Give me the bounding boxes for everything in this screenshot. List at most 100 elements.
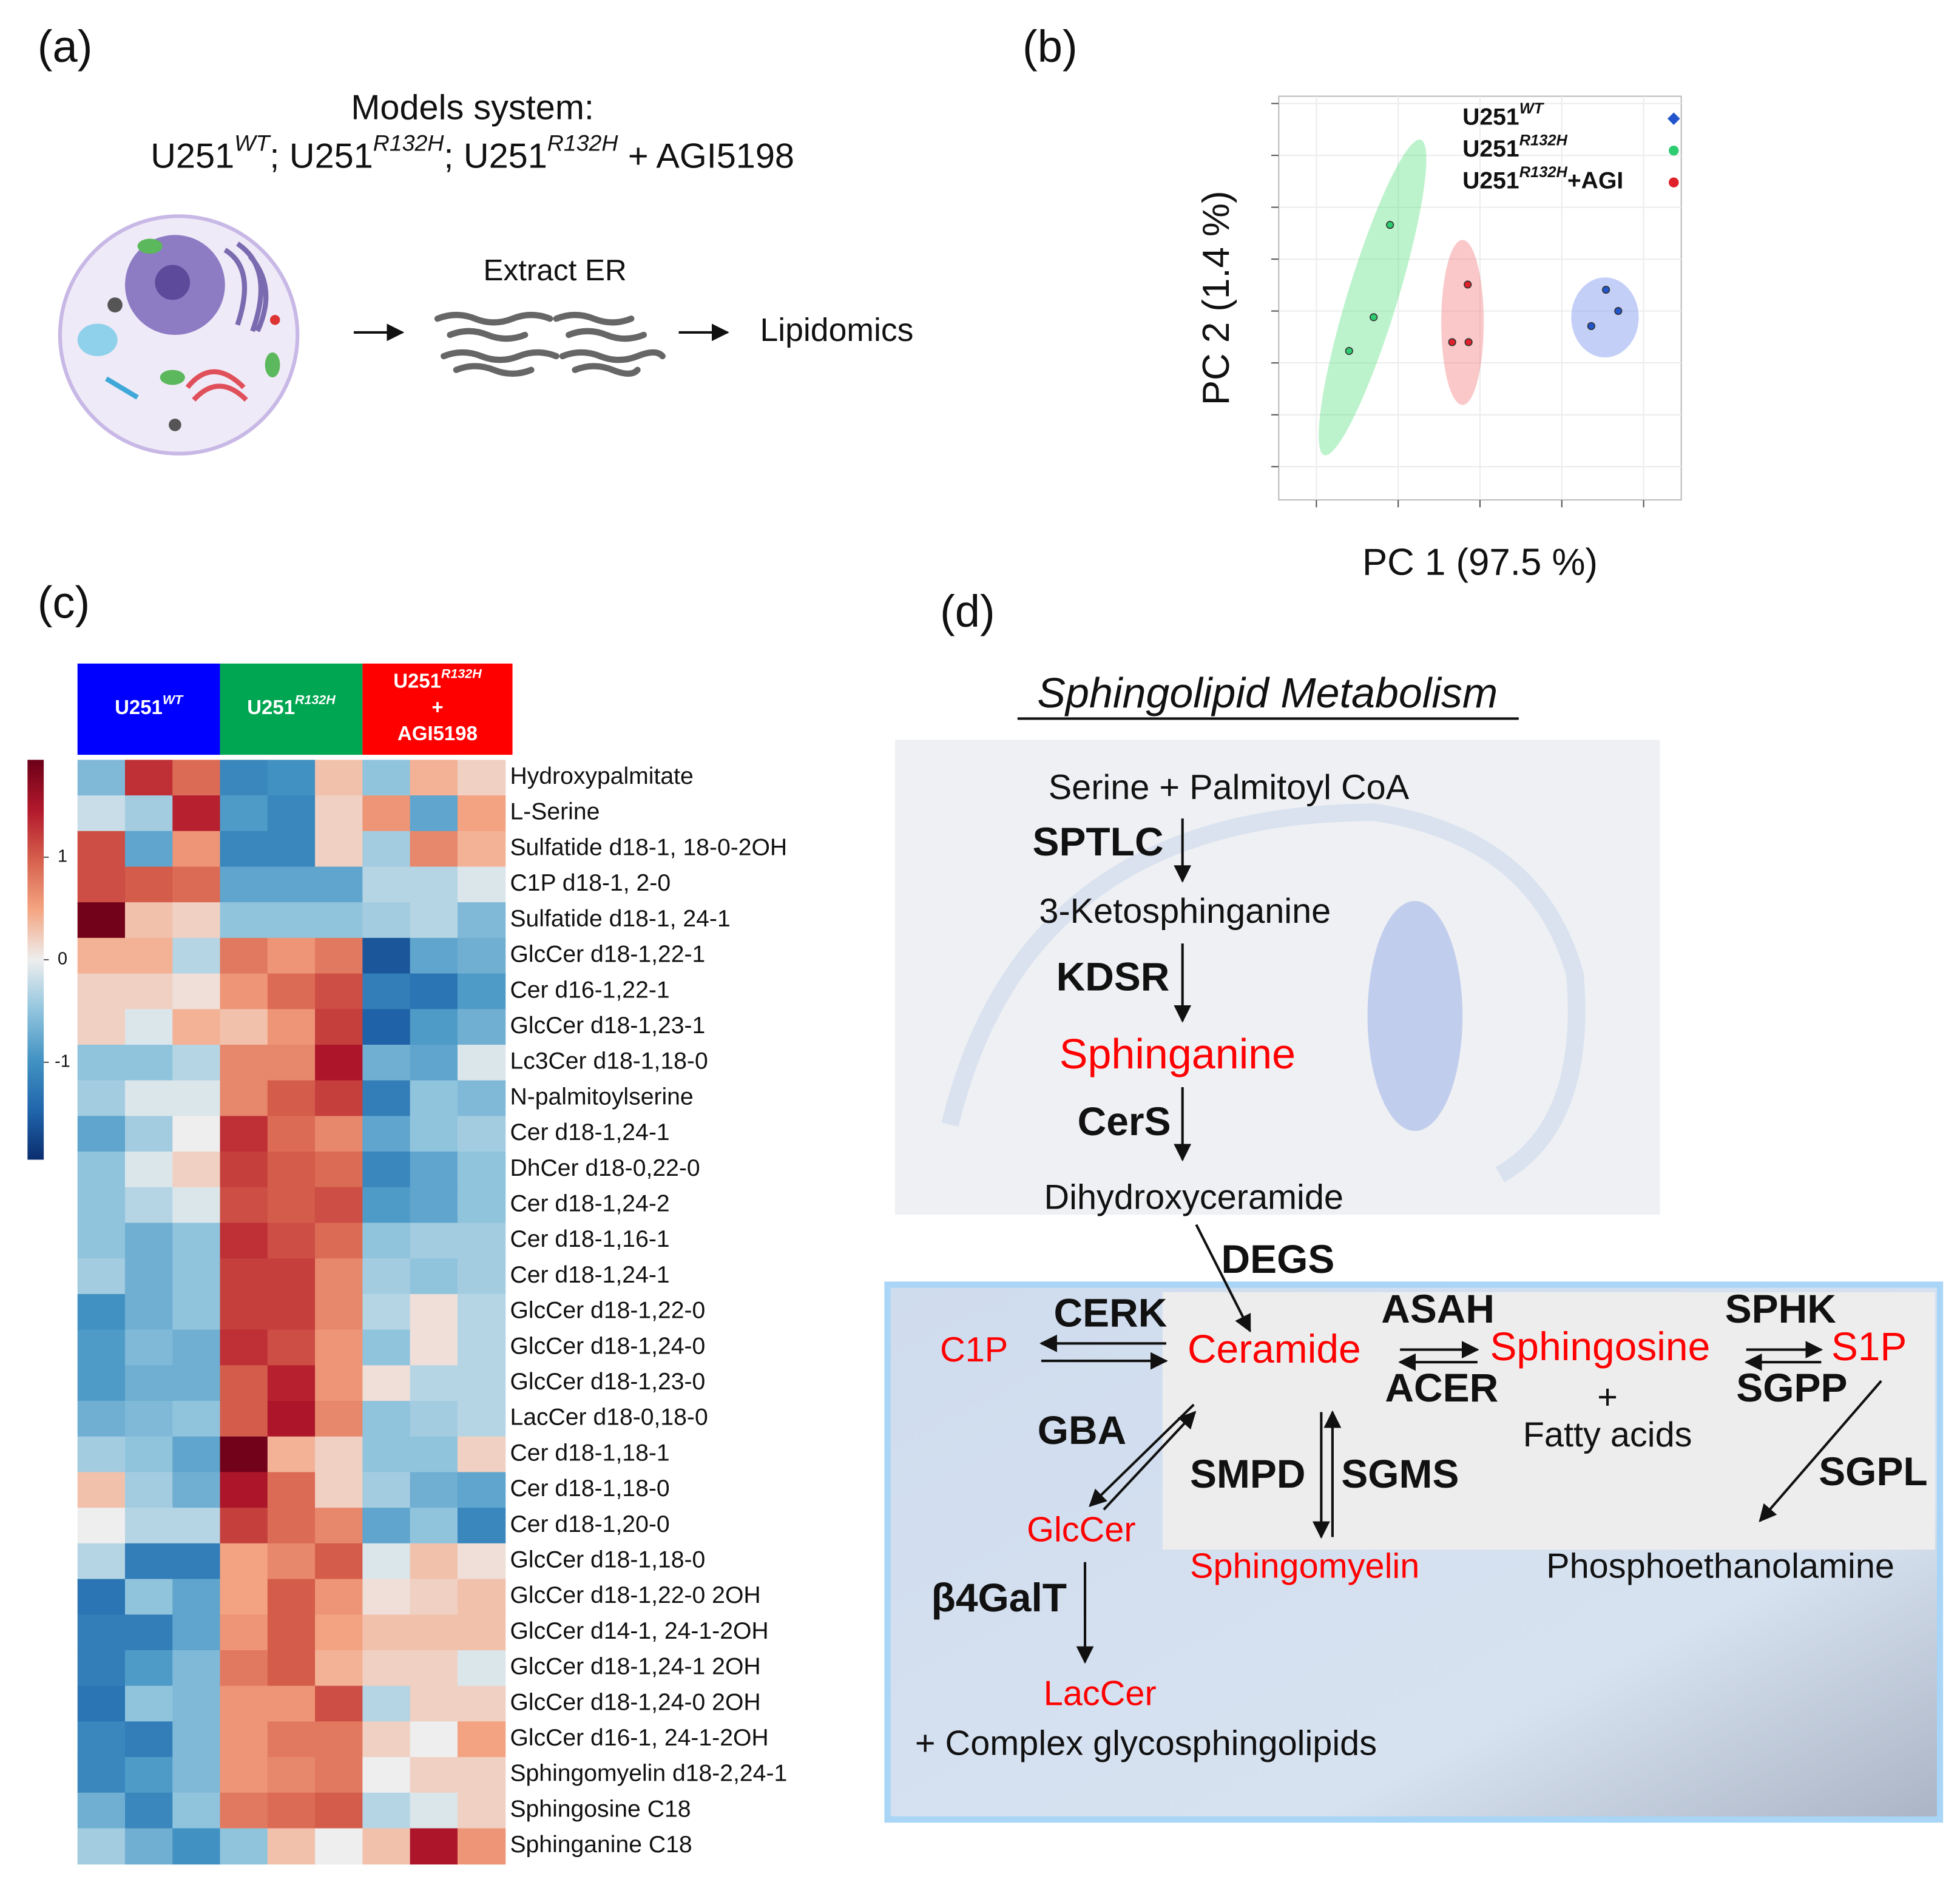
metabolite: GlcCer <box>1027 1511 1135 1550</box>
heatmap-cell <box>172 1080 221 1117</box>
heatmap-cell <box>220 795 268 832</box>
metabolite: C1P <box>940 1330 1008 1369</box>
heatmap-cell <box>267 1152 316 1188</box>
heatmap-cell <box>410 1044 458 1081</box>
heatmap-cell <box>267 760 316 797</box>
row-label: Cer d18-1,24-1 <box>510 1262 669 1288</box>
legend-marker <box>1667 112 1680 125</box>
heatmap-cell <box>77 1009 126 1046</box>
heatmap-cell <box>77 795 126 832</box>
heatmap-cell <box>220 866 268 903</box>
heatmap-cell <box>362 1436 411 1473</box>
metabolite: Ceramide <box>1188 1326 1361 1371</box>
heatmap-cell <box>124 1080 174 1117</box>
heatmap-cell <box>362 1757 411 1793</box>
column-group-label: AGI5198 <box>397 722 478 744</box>
heatmap-cell <box>77 1721 126 1758</box>
panel-label: (d) <box>940 586 995 636</box>
heatmap-cell <box>457 1508 506 1544</box>
heatmap-cell <box>315 866 363 903</box>
column-group-label-part: U251 <box>393 669 441 692</box>
metabolite: Sphingosine <box>1490 1324 1710 1369</box>
heatmap-cell <box>77 1365 126 1402</box>
heatmap-cell <box>410 1365 458 1402</box>
heatmap-cell <box>267 1828 316 1865</box>
heatmap-cell <box>410 831 458 868</box>
heatmap-cell <box>267 866 316 903</box>
heatmap-cell <box>77 1508 126 1544</box>
model-systems-part: U251 <box>289 137 373 176</box>
data-point <box>1464 280 1472 289</box>
metabolite: Sphingomyelin <box>1190 1546 1419 1585</box>
column-group-header <box>220 663 363 755</box>
heatmap-cell <box>457 760 506 797</box>
heatmap-cell <box>220 1436 268 1473</box>
heatmap-cell <box>457 937 506 974</box>
heatmap-cell <box>267 937 316 974</box>
heatmap-cell <box>362 760 411 797</box>
heatmap-cell <box>315 1293 363 1330</box>
data-point <box>1448 338 1456 346</box>
heatmap-cell <box>362 1329 411 1366</box>
heatmap-cell <box>362 1579 411 1616</box>
heatmap-cell <box>362 795 411 832</box>
metabolite: + <box>1597 1378 1618 1417</box>
heatmap-cell <box>410 1293 458 1330</box>
colorbar-tick-label: 1 <box>58 847 67 866</box>
heatmap-cell <box>267 1080 316 1117</box>
heatmap-cell <box>315 1436 363 1473</box>
heatmap-cell <box>267 973 316 1010</box>
model-systems-part: R132H <box>547 130 619 155</box>
heatmap-cell <box>124 973 174 1010</box>
heatmap-cell <box>457 1080 506 1117</box>
enzyme: CERK <box>1054 1290 1168 1335</box>
heatmap-cell <box>124 1116 174 1153</box>
heatmap-cell <box>457 1792 506 1829</box>
heatmap-cell <box>267 1721 316 1758</box>
heatmap-cell <box>172 1472 221 1509</box>
heatmap-cell <box>267 1472 316 1509</box>
metabolite: Fatty acids <box>1523 1415 1692 1454</box>
heatmap-cell <box>77 760 126 797</box>
heatmap-cell <box>457 1685 506 1722</box>
colorbar-tick-label: -1 <box>55 1052 70 1071</box>
metabolite: Phosphoethanolamine <box>1546 1546 1894 1585</box>
heatmap-cell <box>267 1293 316 1330</box>
heatmap-cell <box>220 1685 268 1722</box>
heatmap-cell <box>124 1329 174 1366</box>
row-label: Sulfatide d18-1, 24-1 <box>510 906 730 932</box>
legend-label-part: R132H <box>1519 132 1568 149</box>
row-label: Sphingomyelin d18-2,24-1 <box>510 1761 787 1787</box>
heatmap-cell <box>124 1792 174 1829</box>
panel-title: Models system: <box>351 88 594 127</box>
heatmap-cell <box>77 1472 126 1509</box>
heatmap-cell <box>220 1365 268 1402</box>
model-systems: U251WT; U251R132H; U251R132H + AGI5198 <box>150 130 794 175</box>
heatmap-cell <box>362 1009 411 1046</box>
heatmap-cell <box>457 795 506 832</box>
row-label: Sulfatide d18-1, 18-0-2OH <box>510 834 787 860</box>
heatmap-cell <box>410 1508 458 1544</box>
heatmap-cell <box>457 1293 506 1330</box>
model-systems-part: U251 <box>150 137 234 176</box>
heatmap-cell <box>77 1258 126 1295</box>
metabolite: Dihydroxyceramide <box>1044 1178 1343 1217</box>
heatmap-cell <box>362 1222 411 1260</box>
heatmap-cell <box>315 1258 363 1295</box>
heatmap-cell <box>410 902 458 939</box>
heatmap-cell <box>410 1009 458 1046</box>
heatmap-cell <box>315 1401 363 1437</box>
heatmap-cell <box>124 1258 174 1295</box>
legend-label: U251R132H+AGI <box>1462 164 1623 194</box>
heatmap-cell <box>410 1614 458 1651</box>
heatmap-cell <box>172 866 221 903</box>
heatmap-cell <box>124 1543 174 1580</box>
legend-label-part: U251 <box>1462 168 1519 194</box>
er-illustration <box>434 311 666 377</box>
heatmap-cell <box>267 1543 316 1580</box>
heatmap-cell <box>124 1721 174 1758</box>
heatmap-cell <box>410 1080 458 1117</box>
heatmap-cell <box>124 760 174 797</box>
heatmap-cell <box>457 1828 506 1865</box>
heatmap-cell <box>362 1116 411 1153</box>
